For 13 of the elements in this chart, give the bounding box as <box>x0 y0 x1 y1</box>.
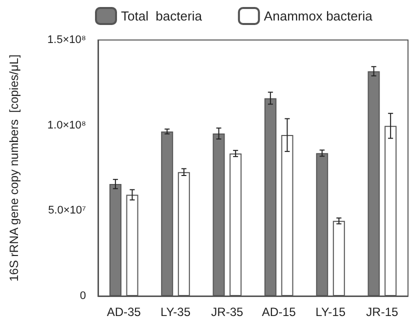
x-tick-label: AD-35 <box>106 305 142 319</box>
x-tick-label: LY-35 <box>160 305 191 319</box>
legend-label: Anammox bacteria <box>264 8 374 24</box>
y-tick-label: 1.5×10⁸ <box>47 34 86 46</box>
y-tick-label: 5.0×10⁷ <box>48 204 86 217</box>
x-tick-label: JR-15 <box>366 305 398 319</box>
y-tick-label: 0 <box>80 290 86 302</box>
x-tick-label: LY-15 <box>315 305 346 319</box>
y-axis-title: 16S rRNA gene copy numbers [copies/μL] <box>7 54 21 282</box>
legend-label: Total bacteria <box>121 8 203 24</box>
x-tick-label: AD-15 <box>262 305 296 319</box>
x-tick-label: JR-35 <box>211 305 244 319</box>
y-tick-label: 1.0×10⁸ <box>47 119 86 132</box>
